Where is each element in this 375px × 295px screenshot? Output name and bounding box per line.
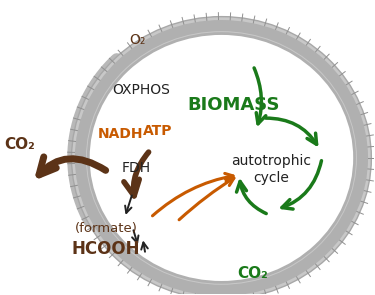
Text: OXPHOS: OXPHOS bbox=[112, 83, 170, 97]
Text: BIOMASS: BIOMASS bbox=[188, 96, 280, 114]
Text: O₂: O₂ bbox=[129, 33, 146, 47]
Text: NADH: NADH bbox=[98, 127, 144, 141]
Ellipse shape bbox=[72, 17, 371, 295]
Ellipse shape bbox=[88, 34, 355, 282]
Text: HCOOH: HCOOH bbox=[72, 240, 140, 258]
Text: CO₂: CO₂ bbox=[4, 137, 34, 152]
Text: CO₂: CO₂ bbox=[237, 266, 268, 281]
Text: FDH: FDH bbox=[121, 161, 150, 175]
Text: autotrophic
cycle: autotrophic cycle bbox=[231, 154, 311, 185]
Text: ATP: ATP bbox=[143, 124, 172, 138]
Text: (formate): (formate) bbox=[75, 222, 138, 235]
